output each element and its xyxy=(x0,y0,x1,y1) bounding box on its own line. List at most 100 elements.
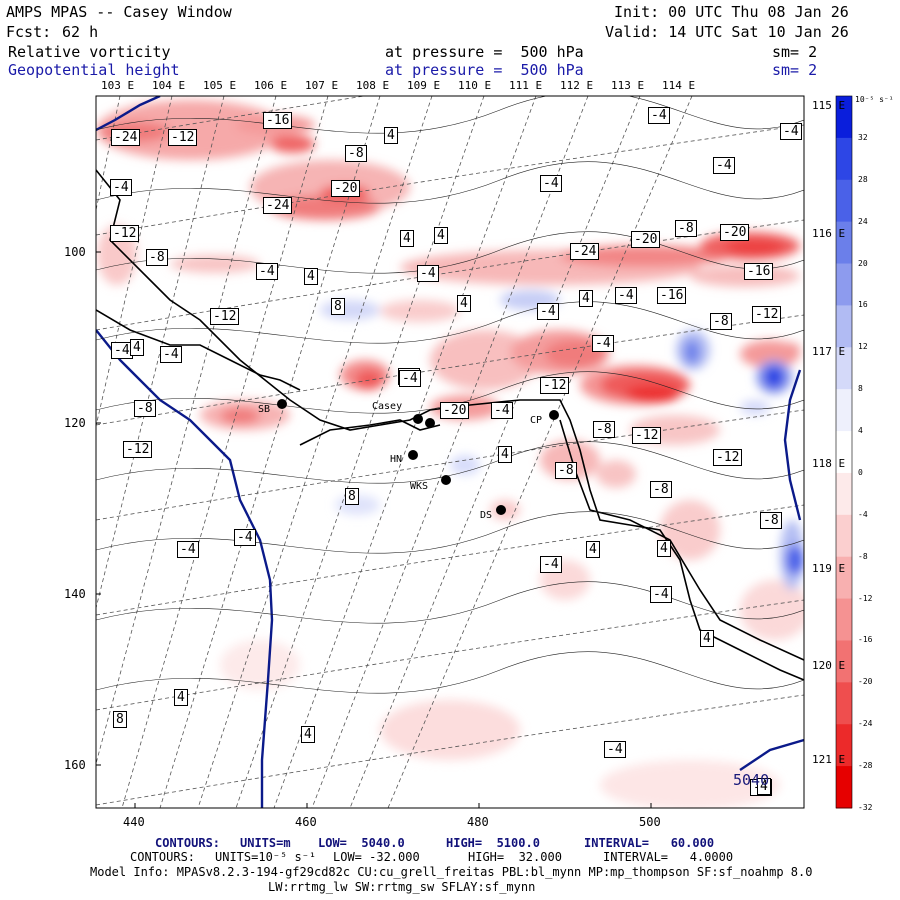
colorbar-swatch xyxy=(836,766,852,809)
contour-label: -4 xyxy=(111,342,133,359)
colorbar-tick-label: -16 xyxy=(858,635,873,645)
longitude-label-right: 121 E xyxy=(812,753,846,766)
longitude-line xyxy=(121,96,329,808)
colorbar-swatch xyxy=(836,598,852,641)
colorbar-swatch xyxy=(836,347,852,390)
contour-label: -24 xyxy=(570,243,600,260)
vorticity-contour xyxy=(96,581,804,624)
colorbar-swatch xyxy=(836,431,852,474)
contour-label: -4 xyxy=(177,541,199,558)
vorticity-region-28 xyxy=(660,500,720,560)
colorbar-frame xyxy=(835,95,853,809)
field2-level: at pressure = 500 hPa xyxy=(385,61,584,79)
vorticity-region-25 xyxy=(220,408,260,424)
station-label: Casey xyxy=(372,401,403,412)
contour-label: -20 xyxy=(331,180,361,197)
contour-label: -12 xyxy=(110,225,140,242)
longitude-label: 108 E xyxy=(356,79,390,92)
vorticity-region-31 xyxy=(380,700,520,760)
station-marker xyxy=(277,399,287,409)
footer-vort-low: LOW= -32.000 xyxy=(333,850,420,864)
colorbar-swatch xyxy=(836,96,852,139)
latitude-line xyxy=(96,694,804,806)
footer-vort-high: HIGH= 32.000 xyxy=(468,850,562,864)
contour-label: 4 xyxy=(384,127,398,144)
longitude-label: 104 E xyxy=(152,79,186,92)
contour-label: 4 xyxy=(498,446,512,463)
footer-model-info-2: LW:rrtmg_lw SW:rrtmg_sw SFLAY:sf_mynn xyxy=(268,880,536,894)
latitude-line xyxy=(96,314,804,426)
height-contour-0 xyxy=(96,329,274,808)
contour-label: 4 xyxy=(757,778,771,795)
positive-vorticity-region-8 xyxy=(450,455,480,475)
colorbar-swatch xyxy=(836,640,852,683)
footer-vort-interval: INTERVAL= 4.0000 xyxy=(603,850,734,864)
station-label: CP xyxy=(530,415,543,426)
contour-label: -12 xyxy=(632,427,662,444)
contour-label: -8 xyxy=(146,249,168,266)
colorbar-tick-label: 12 xyxy=(858,342,868,352)
contour-label: -4 xyxy=(604,741,626,758)
longitude-label-right: 117 E xyxy=(812,345,846,358)
station-label: DS xyxy=(480,510,493,521)
longitude-line xyxy=(96,96,121,212)
longitude-label: 113 E xyxy=(611,79,645,92)
y-tick-label: 140 xyxy=(64,587,86,601)
vorticity-region-37 xyxy=(740,340,800,368)
station-marker xyxy=(408,450,418,460)
positive-vorticity-region-7 xyxy=(786,545,804,575)
contour-label: -20 xyxy=(440,402,470,419)
footer-model-info: Model Info: MPASv8.2.3-194-gf29cd82c CU:… xyxy=(90,865,813,879)
contour-label: -4 xyxy=(417,265,439,282)
contour-label: -4 xyxy=(537,303,559,320)
vorticity-region-10 xyxy=(560,245,730,267)
longitude-label: 109 E xyxy=(407,79,441,92)
vorticity-region-14 xyxy=(380,300,460,322)
colorbar-swatch xyxy=(836,221,852,265)
colorbar-swatch xyxy=(836,137,852,181)
contour-label: -12 xyxy=(210,308,240,325)
footer-vort-contours: CONTOURS: xyxy=(130,850,196,864)
station-marker xyxy=(441,475,451,485)
contour-label: -12 xyxy=(168,129,198,146)
colorbar-tick-label: 8 xyxy=(858,384,863,394)
colorbar-tick-label: 0 xyxy=(858,467,863,477)
field1-level: at pressure = 500 hPa xyxy=(385,43,584,61)
longitude-label: 103 E xyxy=(101,79,135,92)
longitude-line xyxy=(349,96,641,808)
longitude-line xyxy=(197,96,433,808)
colorbar-tick-label: -8 xyxy=(858,551,868,561)
contour-label: -8 xyxy=(675,220,697,237)
longitude-label-right: 116 E xyxy=(812,227,846,240)
latitude-line xyxy=(96,219,804,331)
longitude-line xyxy=(159,96,381,808)
longitude-line xyxy=(387,96,693,808)
vorticity-contour xyxy=(96,301,804,344)
vorticity-region-17 xyxy=(545,340,605,368)
contour-label: 4 xyxy=(130,339,144,356)
contour-label: -8 xyxy=(760,512,782,529)
height-contour-1 xyxy=(96,96,161,132)
colorbar-tick-label: -32 xyxy=(858,803,873,812)
contour-label: -4 xyxy=(540,175,562,192)
contour-label: -4 xyxy=(540,556,562,573)
field1-smoothing: sm= 2 xyxy=(772,43,818,61)
contour-label: 4 xyxy=(700,630,714,647)
model-title: AMPS MPAS -- Casey Window xyxy=(6,3,232,21)
vorticity-region-35 xyxy=(596,460,636,488)
station-marker xyxy=(496,505,506,515)
vorticity-region-33 xyxy=(220,640,300,690)
colorbar-swatch xyxy=(836,514,852,558)
y-tick-label: 100 xyxy=(64,245,86,259)
footer-height-contours: CONTOURS: xyxy=(155,836,221,850)
footer-height-interval: INTERVAL= 60.000 xyxy=(584,836,715,850)
contour-label: -4 xyxy=(256,263,278,280)
contour-label: -20 xyxy=(720,224,750,241)
colorbar-swatch xyxy=(836,556,852,600)
vorticity-region-20 xyxy=(625,385,680,403)
contour-label: -8 xyxy=(345,145,367,162)
contour-label: -4 xyxy=(650,586,672,603)
contour-label: 4 xyxy=(301,726,315,743)
station-label: WKS xyxy=(410,481,429,492)
contour-label: -4 xyxy=(110,179,132,196)
